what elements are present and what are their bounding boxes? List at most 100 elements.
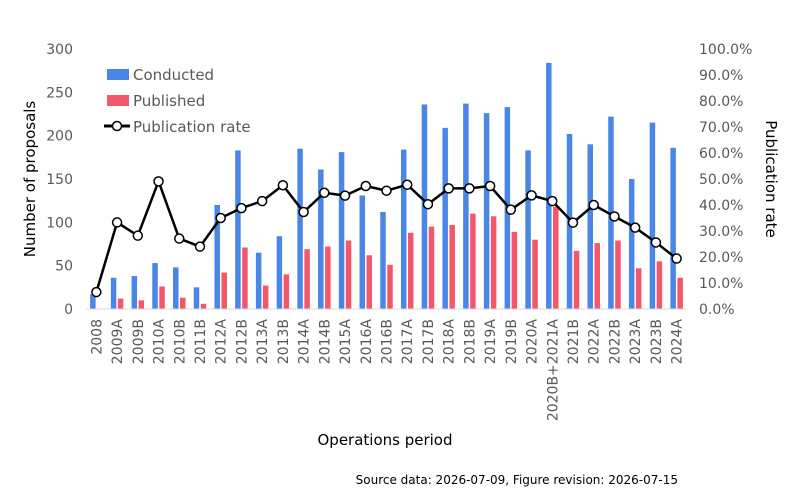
x-tick-label: 2023A [628,319,644,365]
x-tick-label: 2017A [400,319,416,365]
point-publication-rate-2013a [256,195,268,207]
point-publication-rate-2019b [505,204,517,215]
x-tick-label: 2013B [276,319,292,364]
bar-conducted-2018a [442,127,448,309]
x-tick-label: 2016B [380,319,396,364]
point-publication-rate-2020b-2021a [547,195,558,207]
bar-conducted-2010b [173,267,179,309]
x-tick-label: 2011B [193,319,209,364]
point-publication-rate-2011b [194,241,206,252]
x-tick-label: 2017B [421,319,437,364]
point-publication-rate-2016b [381,185,392,196]
x-tick-label: 2020A [525,319,541,365]
source-note: Source data: 2026-07-09, Figure revision… [356,473,678,487]
y2-tick-label: 80.0% [699,94,743,110]
legend: Conducted Published Publication rate [104,66,251,136]
legend-item-published: Published [107,92,205,110]
bar-conducted-2019a [483,113,490,309]
x-axis-ticks: 2008 2009A 2009B 2010A 2010B 2011B 2012A 2012B 2… [89,319,685,422]
y-axis-ticks: 0 50 100 150 200 250 300 [46,42,73,318]
y-tick-label: 250 [46,85,73,101]
bar-published-2020b-2021a [553,206,559,309]
y-tick-label: 150 [46,172,73,188]
y-tick-label: 0 [64,302,73,318]
bar-conducted-2023b [649,122,656,310]
bar-published-2021b [573,250,580,309]
bar-published-2012a [221,272,227,309]
point-publication-rate-2017a [401,179,413,190]
bar-published-2011b [200,303,207,309]
bar-published-2014a [304,249,310,309]
x-tick-label: 2019A [483,319,499,365]
bar-conducted-2010a [152,263,158,309]
x-tick-label: 2021B [566,319,582,364]
point-publication-rate-2021b [567,217,579,228]
x-tick-label: 2022B [607,319,623,364]
legend-item-publication-rate: Publication rate [104,118,251,136]
y2-tick-label: 20.0% [699,250,743,266]
bar-published-2016b [387,264,393,309]
legend-swatch-published [107,95,129,106]
point-publication-rate-2018b [464,183,475,194]
y2-tick-label: 50.0% [699,172,743,188]
point-publication-rate-2010a [153,176,164,187]
bar-published-2018b [470,213,476,309]
bar-conducted-2022a [587,144,593,309]
point-publication-rate-2012b [236,202,247,214]
bar-published-2019b [511,231,518,309]
bar-published-2024a [677,277,683,309]
y2-tick-label: 100.0% [699,42,752,58]
y-tick-label: 300 [46,42,73,58]
y2-tick-label: 10.0% [699,276,743,292]
bar-conducted-2024a [670,147,676,309]
bar-conducted-2017a [400,149,407,309]
x-tick-label: 2009B [131,319,147,364]
y2-tick-label: 90.0% [699,68,743,84]
legend-label-conducted: Conducted [133,66,214,84]
point-publication-rate-2010b [174,233,185,244]
bar-published-2013b [283,274,290,309]
x-tick-label: 2023B [649,319,665,364]
bar-conducted-2014b [318,169,324,309]
point-publication-rate-2019a [484,180,496,192]
y2-tick-label: 30.0% [699,224,743,240]
x-tick-label: 2010B [172,319,188,364]
x-tick-label: 2015A [338,319,354,365]
bar-published-2009a [117,298,124,309]
legend-label-published: Published [133,92,205,110]
bar-conducted-2012a [214,205,220,309]
y-tick-label: 50 [55,259,73,275]
bar-conducted-2016b [380,211,386,309]
legend-label-publication-rate: Publication rate [133,118,251,136]
bar-published-2022b [615,240,621,309]
bar-published-2016a [366,255,373,309]
bar-published-2010b [180,297,186,309]
point-publication-rate-2014b [319,187,330,199]
bar-published-2009b [138,300,145,309]
legend-swatch-conducted [107,69,129,80]
bar-conducted-2014a [297,148,303,309]
y2-axis-ticks: 0.0% 10.0% 20.0% 30.0% 40.0% 50.0% 60.0% 70.0% 8… [699,42,752,318]
bar-published-2015a [345,240,352,309]
x-tick-label: 2019B [504,319,520,364]
x-tick-label: 2018B [462,319,478,364]
point-publication-rate-2013b [277,179,289,191]
legend-item-conducted: Conducted [107,66,214,84]
y-axis-title: Number of proposals [21,101,39,258]
bar-published-2023b [656,261,663,309]
bar-conducted-2020a [525,150,531,309]
point-publication-rate-2022a [588,199,599,211]
bar-published-2022a [594,243,600,309]
bar-published-2013a [262,285,269,309]
rate-line-layer [91,176,682,298]
x-tick-label: 2020B+2021A [545,319,561,422]
x-tick-label: 2024A [670,319,686,365]
x-tick-label: 2008 [89,319,105,355]
point-publication-rate-2009b [132,230,144,241]
bar-conducted-2023a [628,179,635,309]
bar-conducted-2015a [338,152,345,309]
x-tick-label: 2014B [317,319,333,364]
bar-conducted-2013b [276,236,283,309]
y-tick-label: 100 [46,215,73,231]
